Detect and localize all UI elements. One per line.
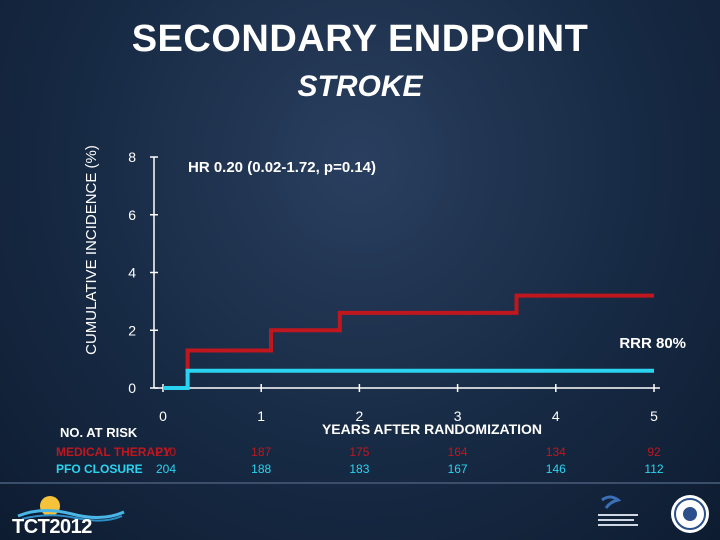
society-logos	[598, 495, 709, 533]
page-title: SECONDARY ENDPOINT	[131, 18, 589, 60]
at-risk-row-label: PFO CLOSURE	[56, 462, 143, 476]
at-risk-value: 187	[251, 445, 271, 459]
at-risk-value: 167	[448, 462, 468, 476]
at-risk-value: 210	[156, 445, 176, 459]
at-risk-value: 164	[448, 445, 468, 459]
at-risk-row-label: MEDICAL THERAPY	[56, 445, 171, 459]
at-risk-value: 175	[349, 445, 369, 459]
x-tick-label: 1	[257, 408, 265, 424]
y-tick-label: 6	[128, 207, 136, 223]
stroke-incidence-chart: CUMULATIVE INCIDENCE (%) HR 0.20 (0.02-1…	[56, 145, 686, 476]
series-line-pfo-closure	[163, 368, 654, 390]
at-risk-value: 146	[546, 462, 566, 476]
y-axis-label: CUMULATIVE INCIDENCE (%)	[83, 145, 100, 355]
tct-logo	[17, 496, 125, 522]
y-tick-label: 2	[128, 322, 136, 338]
x-tick-label: 4	[552, 408, 560, 424]
x-tick-label: 0	[159, 408, 167, 424]
page-subtitle: STROKE	[297, 70, 423, 103]
footer-divider	[0, 482, 720, 484]
y-tick-label: 8	[128, 149, 136, 165]
x-axis-label: YEARS AFTER RANDOMIZATION	[322, 421, 542, 437]
rrr-annotation: RRR 80%	[619, 335, 686, 352]
hr-annotation: HR 0.20 (0.02-1.72, p=0.14)	[188, 159, 376, 176]
tct-logo-text: TCT2012	[12, 516, 92, 538]
at-risk-value: 204	[156, 462, 176, 476]
at-risk-heading: NO. AT RISK	[60, 425, 138, 440]
series-line-medical-therapy	[163, 293, 654, 390]
x-tick-label: 5	[650, 408, 658, 424]
x-tick-label: 3	[454, 408, 462, 424]
y-tick-label: 4	[128, 265, 136, 281]
at-risk-value: 188	[251, 462, 271, 476]
x-tick-label: 2	[356, 408, 364, 424]
at-risk-value: 112	[644, 462, 663, 476]
y-tick-label: 0	[128, 380, 136, 396]
at-risk-value: 134	[546, 445, 566, 459]
at-risk-value: 92	[647, 445, 661, 459]
at-risk-value: 183	[349, 462, 369, 476]
